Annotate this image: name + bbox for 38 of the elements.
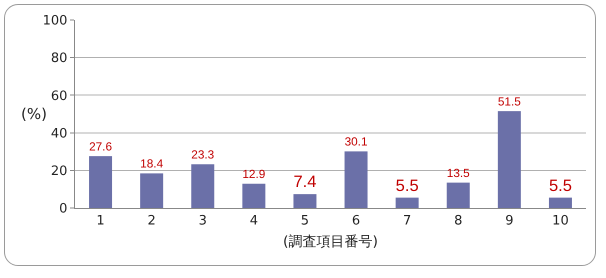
data-label: 5.5 [396, 176, 419, 195]
data-label: 51.5 [498, 94, 522, 108]
x-tick-label: 4 [250, 214, 258, 229]
x-tick-label: 5 [300, 214, 310, 229]
data-label: 30.1 [344, 134, 368, 149]
x-tick-label: 3 [198, 214, 207, 229]
x-tick-label: 6 [352, 214, 360, 229]
y-tick-label: 80 [50, 51, 68, 66]
x-tick-label: 9 [505, 214, 514, 229]
bar [548, 198, 572, 208]
y-tick-label: 60 [50, 88, 68, 104]
bar [191, 164, 214, 208]
y-axis-title: (%) [21, 105, 47, 123]
bar [344, 151, 368, 208]
data-label: 5.5 [548, 176, 572, 195]
bar [140, 173, 164, 208]
bar [242, 184, 266, 208]
bar [89, 156, 112, 208]
data-label: 13.5 [446, 166, 470, 180]
x-tick-label: 1 [96, 214, 105, 229]
y-tick-label: 40 [50, 126, 68, 142]
x-tick-label: 7 [403, 214, 412, 229]
y-tick-label: 100 [42, 14, 68, 29]
data-label: 27.6 [89, 139, 112, 154]
bar [396, 198, 419, 208]
data-label: 23.3 [191, 147, 215, 162]
x-tick-label: 2 [148, 214, 156, 229]
bar [293, 194, 316, 208]
data-label: 18.4 [140, 156, 164, 171]
y-tick-label: 20 [50, 164, 68, 179]
bar [446, 182, 470, 208]
bar [498, 111, 521, 208]
x-tick-label: 10 [552, 214, 569, 229]
x-tick-label: 8 [454, 214, 462, 229]
x-axis-title: (調査項目番号) [283, 234, 378, 250]
data-label: 12.9 [242, 166, 266, 181]
data-label: 7.4 [293, 172, 316, 192]
y-tick-label: 0 [59, 202, 68, 217]
